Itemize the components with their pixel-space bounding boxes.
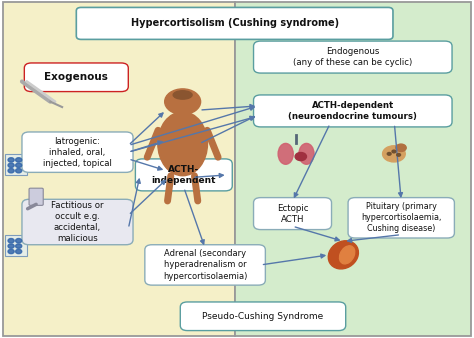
FancyBboxPatch shape [3,2,235,336]
Text: Factitious or
occult e.g.
accidental,
malicious: Factitious or occult e.g. accidental, ma… [51,201,104,243]
Ellipse shape [16,239,22,243]
Text: Endogenous
(any of these can be cyclic): Endogenous (any of these can be cyclic) [293,47,412,67]
Ellipse shape [158,112,208,176]
FancyBboxPatch shape [348,198,455,238]
FancyBboxPatch shape [254,41,452,73]
FancyBboxPatch shape [177,102,188,115]
Text: Adrenal (secondary
hyperadrenalism or
hypercortisolaemia): Adrenal (secondary hyperadrenalism or hy… [163,249,247,281]
FancyBboxPatch shape [5,154,27,175]
FancyBboxPatch shape [254,198,331,230]
Ellipse shape [8,244,14,248]
FancyBboxPatch shape [136,159,232,191]
FancyBboxPatch shape [22,199,133,245]
Text: Pituitary (primary
hypercortisolaemia,
Cushing disease): Pituitary (primary hypercortisolaemia, C… [361,202,441,234]
Text: Hypercortisolism (Cushing syndrome): Hypercortisolism (Cushing syndrome) [130,18,339,28]
FancyBboxPatch shape [254,95,452,127]
Text: ACTH-
independent: ACTH- independent [152,165,216,185]
FancyBboxPatch shape [145,245,265,285]
Ellipse shape [16,158,22,162]
FancyBboxPatch shape [24,63,128,92]
Ellipse shape [396,144,406,151]
Ellipse shape [16,249,22,254]
Text: Ectopic
ACTH: Ectopic ACTH [277,203,308,224]
FancyBboxPatch shape [5,235,27,256]
Ellipse shape [328,241,358,269]
Ellipse shape [299,143,314,164]
FancyBboxPatch shape [22,132,133,172]
Ellipse shape [8,169,14,173]
Circle shape [164,89,201,115]
Ellipse shape [173,91,192,99]
FancyBboxPatch shape [180,302,346,331]
Ellipse shape [8,158,14,162]
Ellipse shape [278,143,293,164]
Circle shape [392,150,396,153]
Ellipse shape [8,249,14,254]
Circle shape [295,152,307,161]
Text: Iatrogenic:
inhaled, oral,
injected, topical: Iatrogenic: inhaled, oral, injected, top… [43,137,112,168]
FancyBboxPatch shape [76,7,393,40]
Text: Exogenous: Exogenous [45,72,108,82]
Ellipse shape [339,246,355,264]
Ellipse shape [8,163,14,168]
Ellipse shape [16,244,22,248]
Circle shape [397,153,401,156]
Text: Pseudo-Cushing Syndrome: Pseudo-Cushing Syndrome [202,312,324,321]
Circle shape [387,152,391,155]
FancyBboxPatch shape [235,2,471,336]
FancyBboxPatch shape [29,188,43,206]
Text: ACTH-dependent
(neuroendocrine tumours): ACTH-dependent (neuroendocrine tumours) [288,101,417,121]
Ellipse shape [16,169,22,173]
Ellipse shape [383,146,405,162]
Ellipse shape [16,163,22,168]
Ellipse shape [8,239,14,243]
